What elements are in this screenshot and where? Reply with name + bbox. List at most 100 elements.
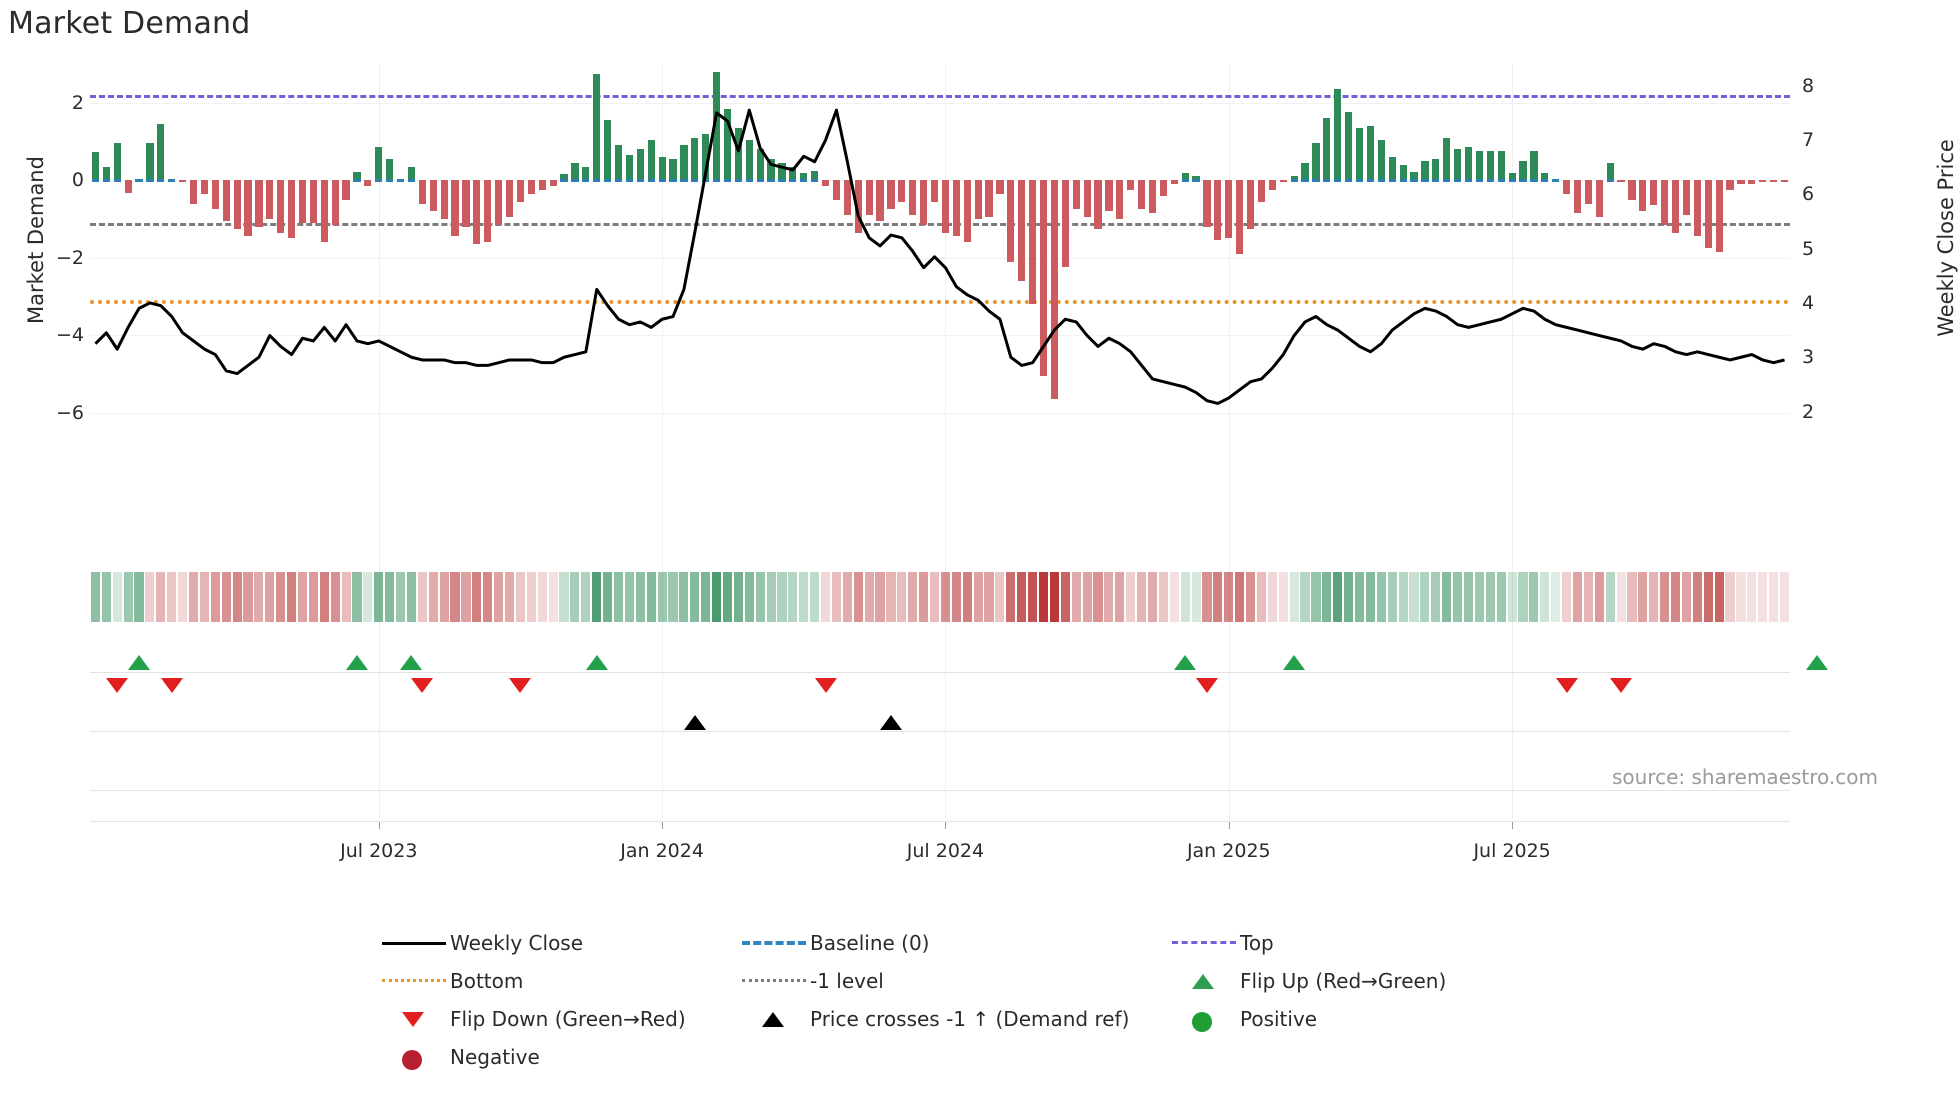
demand-bar — [1432, 158, 1440, 181]
demand-bar — [680, 145, 688, 181]
heat-cell — [178, 572, 188, 622]
demand-bar — [745, 139, 753, 181]
demand-bar — [734, 127, 742, 181]
flip-down-marker — [1610, 678, 1633, 693]
heat-cell — [821, 572, 831, 622]
demand-bar — [1355, 127, 1364, 181]
demand-bar — [1682, 180, 1691, 216]
heat-cell — [1180, 572, 1190, 622]
heat-cell — [1474, 572, 1484, 622]
heat-cell — [526, 572, 536, 622]
baseline-marker — [396, 179, 405, 183]
top-level-line — [90, 95, 1790, 98]
demand-bar — [1639, 180, 1647, 212]
demand-bar — [614, 145, 623, 181]
baseline-marker — [168, 179, 176, 183]
demand-bar — [1530, 151, 1538, 181]
legend-item-line-dashed-blue[interactable]: Baseline (0) — [740, 928, 1170, 958]
heat-cell — [864, 572, 874, 622]
demand-bar — [898, 180, 906, 202]
heat-cell — [940, 572, 950, 622]
heat-cell — [635, 572, 645, 622]
legend-item-line-dotted-orange[interactable]: Bottom — [380, 966, 740, 996]
baseline-marker — [1497, 179, 1505, 183]
heat-cell — [973, 572, 983, 622]
heat-cell — [1507, 572, 1517, 622]
heat-cell — [221, 572, 231, 622]
heat-cell — [1300, 572, 1310, 622]
heat-cell — [1213, 572, 1223, 622]
demand-bar — [1464, 147, 1473, 181]
baseline-marker — [1399, 179, 1407, 183]
heat-cell — [1496, 572, 1506, 622]
heat-cell — [515, 572, 525, 622]
heat-cell — [766, 572, 776, 622]
heat-cell — [319, 572, 329, 622]
demand-bar — [1617, 180, 1625, 183]
demand-bar — [124, 180, 132, 193]
demand-bar — [473, 180, 481, 245]
demand-bar — [1541, 172, 1549, 181]
heat-cell — [613, 572, 624, 622]
x-axis-tick-mark — [1512, 822, 1514, 829]
demand-bar — [1661, 180, 1669, 225]
flip-down-marker — [814, 678, 837, 693]
baseline-marker — [713, 179, 721, 183]
heat-cell — [156, 572, 166, 622]
price-line-layer — [94, 108, 1785, 405]
heat-cell — [1289, 572, 1299, 622]
demand-bar — [1094, 180, 1102, 229]
heat-cell — [1126, 572, 1136, 622]
baseline-marker — [1355, 179, 1364, 183]
heat-cell — [1409, 572, 1419, 622]
price-cross-marker — [879, 715, 902, 730]
heat-cell — [984, 572, 994, 622]
heat-cell — [1671, 572, 1681, 622]
heat-cell — [624, 572, 634, 622]
baseline-marker — [745, 179, 753, 183]
baseline-marker — [407, 179, 416, 183]
legend-label: Top — [1240, 931, 1274, 955]
heat-cell — [1463, 572, 1474, 622]
legend-item-line-dashed-purple[interactable]: Top — [1170, 928, 1570, 958]
heat-cell — [1115, 572, 1125, 622]
heat-cell — [1649, 572, 1659, 622]
heat-cell — [265, 572, 275, 622]
demand-bar — [1192, 176, 1200, 181]
line-dashed-blue-glyph — [742, 941, 806, 945]
demand-bar — [963, 180, 971, 243]
demand-bar — [1377, 139, 1385, 181]
legend-item-triangle-up-green[interactable]: Flip Up (Red→Green) — [1170, 966, 1570, 996]
baseline-marker — [102, 179, 110, 183]
demand-bar — [887, 180, 895, 210]
line-dotted-gray-icon — [740, 969, 810, 993]
heat-cell — [461, 572, 471, 622]
legend-item-dot-green[interactable]: Positive — [1170, 1004, 1570, 1034]
legend-item-dot-red[interactable]: Negative — [380, 1042, 740, 1072]
legend-item-triangle-down-red[interactable]: Flip Down (Green→Red) — [380, 1004, 740, 1034]
legend-label: Flip Up (Red→Green) — [1240, 969, 1447, 993]
demand-bar — [1454, 149, 1462, 181]
demand-bar — [211, 180, 219, 210]
flip-down-marker — [1555, 678, 1578, 693]
demand-bar — [1181, 173, 1189, 181]
heat-cell — [101, 572, 111, 622]
heat-cell — [308, 572, 318, 622]
x-axis-tick-mark — [945, 822, 947, 829]
flip-up-marker — [128, 655, 151, 670]
legend-item-line-dotted-gray[interactable]: -1 level — [740, 966, 1170, 996]
demand-bar — [1650, 180, 1658, 206]
gridline — [90, 335, 1790, 337]
legend-label: Flip Down (Green→Red) — [450, 1007, 686, 1031]
triangle-down-red-icon — [380, 1007, 450, 1031]
baseline-marker — [1377, 179, 1385, 183]
heat-cell — [483, 572, 493, 622]
heat-cell — [396, 572, 406, 622]
line-dotted-gray-glyph — [742, 979, 806, 982]
legend-item-line-solid-black[interactable]: Weekly Close — [380, 928, 740, 958]
heat-cell — [134, 572, 144, 622]
legend-item-triangle-up-black[interactable]: Price crosses -1 ↑ (Demand ref) — [740, 1004, 1170, 1034]
demand-bar — [113, 143, 121, 181]
demand-bar — [353, 171, 361, 181]
x-axis-tick-label: Jan 2025 — [1186, 840, 1271, 862]
